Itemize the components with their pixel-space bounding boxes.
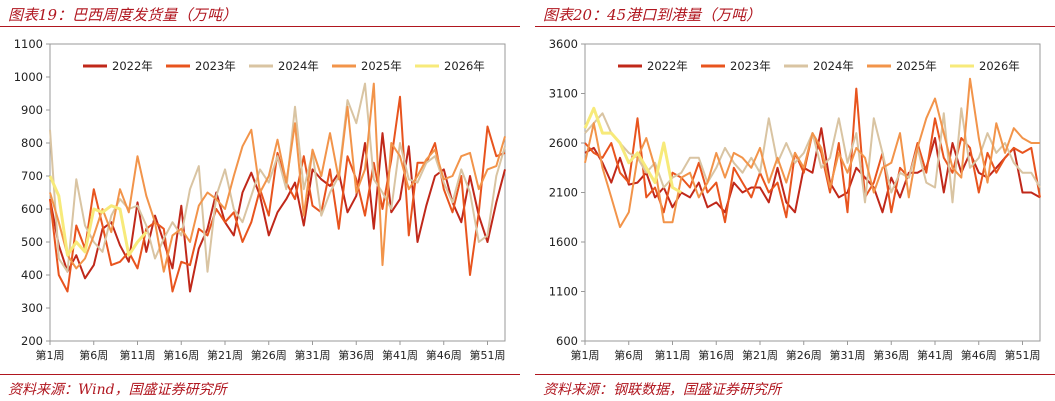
chart1-series-line-2025	[584, 77, 1040, 229]
chart0-x-tick-label: 第46周	[426, 348, 462, 362]
chart1-y-tick-label: 3600	[549, 37, 578, 51]
chart1-legend-label: 2025年	[896, 59, 937, 73]
chart1-x-tick-label: 第36周	[873, 348, 909, 362]
chart0-y-tick-label: 300	[21, 301, 43, 315]
chart1-legend-label: 2026年	[979, 59, 1020, 73]
chart1-x-tick-label: 第46周	[961, 348, 997, 362]
chart0-y-tick-label: 400	[21, 268, 43, 282]
chart0-x-tick-label: 第31周	[295, 348, 331, 362]
chart0-series-line-2026	[48, 175, 148, 257]
chart0-y-tick-label: 800	[21, 136, 43, 150]
chart0-y-tick-label: 1100	[14, 37, 43, 51]
right-title-divider	[535, 26, 1055, 27]
chart0-series-line-2025	[49, 82, 506, 273]
chart0-x-tick-label: 第51周	[470, 348, 506, 362]
chart1-x-tick-label: 第11周	[655, 348, 691, 362]
chart1-y-tick-label: 600	[556, 334, 578, 348]
chart0-y-tick-label: 900	[21, 103, 43, 117]
left-source-divider	[0, 374, 520, 375]
chart0-y-tick-label: 500	[21, 235, 43, 249]
chart0-x-tick-label: 第21周	[207, 348, 243, 362]
right-chart-title: 图表20：45港口到港量（万吨）	[543, 6, 762, 24]
chart1-x-tick-label: 第1周	[571, 348, 600, 362]
chart1-legend-label: 2023年	[730, 59, 771, 73]
chart1-x-tick-label: 第26周	[786, 348, 822, 362]
chart0-legend-label: 2024年	[278, 59, 319, 73]
chart1-x-tick-label: 第6周	[614, 348, 643, 362]
chart0-x-tick-label: 第16周	[163, 348, 199, 362]
chart0-x-tick-label: 第41周	[382, 348, 418, 362]
chart0-y-tick-label: 1000	[14, 70, 43, 84]
chart0-y-tick-label: 200	[21, 334, 43, 348]
chart0-x-tick-label: 第1周	[36, 348, 65, 362]
chart0-plot-frame	[49, 43, 506, 342]
left-title-divider	[0, 26, 520, 27]
chart1-x-tick-label: 第31周	[830, 348, 866, 362]
chart1-x-tick-label: 第16周	[698, 348, 734, 362]
chart1-y-tick-label: 3100	[549, 87, 578, 101]
chart1-legend-label: 2022年	[647, 59, 688, 73]
chart0-legend-label: 2025年	[361, 59, 402, 73]
chart0-x-tick-label: 第6周	[79, 348, 108, 362]
chart1-series-line-2026	[583, 106, 683, 194]
chart1-x-tick-label: 第41周	[917, 348, 953, 362]
chart1-y-tick-label: 2100	[549, 186, 578, 200]
chart1-series-line-2022	[584, 127, 1041, 214]
left-chart-source: 资料来源：Wind，国盛证券研究所	[8, 382, 227, 398]
chart1-y-tick-label: 1100	[549, 285, 578, 299]
chart1-series-line-2023	[584, 87, 1041, 224]
port-arrivals-chart: 600 1100 1600 2100 2600 3100 3600 第1周 第6周 第11周 第16…	[549, 37, 1041, 362]
chart0-x-tick-label: 第11周	[120, 348, 156, 362]
right-panel: 图表20：45港口到港量（万吨） 600 1100 1600 2100 2600 3100…	[535, 0, 1055, 401]
chart0-x-tick-label: 第36周	[338, 348, 374, 362]
chart0-legend-label: 2026年	[444, 59, 485, 73]
right-chart-source: 资料来源：钢联数据，国盛证券研究所	[543, 382, 781, 398]
chart1-x-tick-label: 第21周	[742, 348, 778, 362]
chart0-y-tick-label: 600	[21, 202, 43, 216]
chart1-y-tick-label: 1600	[549, 235, 578, 249]
chart0-legend-label: 2022年	[112, 59, 153, 73]
chart0-y-tick-label: 700	[21, 169, 43, 183]
left-chart-title: 图表19：巴西周度发货量（万吨）	[8, 6, 238, 24]
chart1-y-tick-label: 2600	[549, 136, 578, 150]
chart1-legend-label: 2024年	[813, 59, 854, 73]
left-panel: 图表19：巴西周度发货量（万吨） 200 300 400 500 600 700 800 90…	[0, 0, 520, 401]
chart0-legend-label: 2023年	[195, 59, 236, 73]
chart0-x-tick-label: 第26周	[251, 348, 287, 362]
chart1-x-tick-label: 第51周	[1005, 348, 1041, 362]
right-source-divider	[535, 374, 1055, 375]
